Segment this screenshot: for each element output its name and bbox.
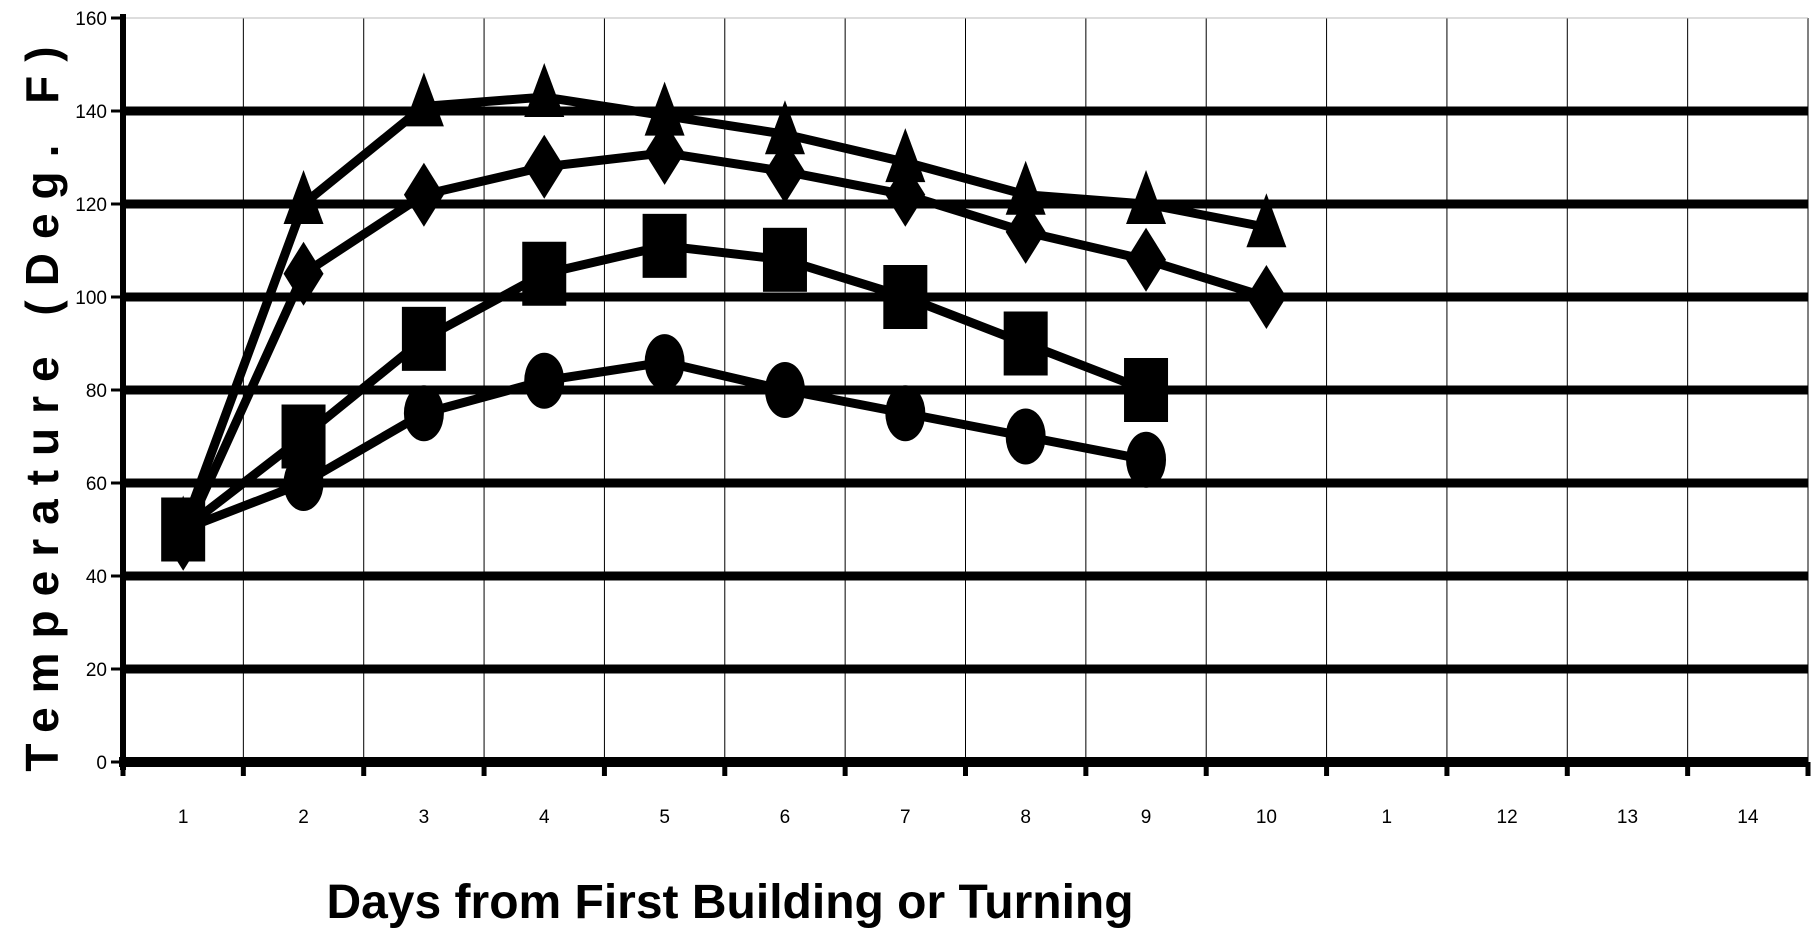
data-point-square	[883, 265, 928, 329]
data-point-circle	[644, 334, 685, 391]
data-point-square	[1003, 311, 1048, 376]
data-point-triangle	[1005, 160, 1046, 215]
data-point-square	[401, 306, 446, 371]
data-point-triangle	[1246, 193, 1287, 248]
y-tick-label: 0	[96, 753, 107, 774]
data-point-circle	[524, 352, 565, 409]
data-point-diamond	[1246, 265, 1287, 329]
gridlines	[123, 17, 1809, 762]
data-point-circle	[1126, 431, 1167, 488]
data-point-square	[522, 241, 567, 306]
data-point-triangle	[885, 128, 926, 183]
data-point-triangle	[1126, 170, 1167, 224]
y-tick-label: 60	[86, 474, 107, 495]
data-point-circle	[1005, 408, 1046, 465]
x-tick-label: 6	[780, 807, 791, 828]
data-point-triangle	[524, 63, 565, 118]
data-point-circle	[403, 385, 444, 442]
data-point-circle	[764, 362, 805, 418]
data-point-diamond	[283, 241, 324, 306]
data-point-triangle	[283, 170, 324, 224]
y-tick-label: 40	[86, 567, 107, 588]
x-axis-label: Days from First Building or Turning	[326, 876, 1133, 929]
x-tick-labels: 1 2 3 4 5 6 7 8 9 10 1 12 13 14	[178, 807, 1759, 828]
x-tick-label: 1	[178, 807, 189, 828]
data-series	[161, 63, 1287, 571]
x-tick-label: 2	[298, 807, 309, 828]
data-point-triangle	[764, 100, 805, 155]
series-line-diamond	[179, 148, 1268, 541]
x-tick-label: 1	[1381, 807, 1392, 828]
x-tick-label: 9	[1141, 807, 1152, 828]
x-tick-label: 4	[539, 807, 550, 828]
x-tick-label: 12	[1497, 807, 1518, 828]
series-square	[161, 213, 1169, 562]
y-tick-label: 140	[75, 102, 107, 123]
x-tick-label: 8	[1020, 807, 1031, 828]
data-point-diamond	[403, 162, 444, 227]
data-point-circle	[283, 455, 324, 511]
data-point-triangle	[403, 72, 444, 127]
series-circle	[163, 334, 1167, 558]
y-tick-labels: 0 20 40 60 80 100 120 140 160	[75, 9, 107, 774]
y-axis-label: Temperature (Deg. F)	[16, 32, 68, 771]
axes	[111, 14, 1811, 776]
data-point-diamond	[1126, 227, 1167, 292]
data-point-square	[1124, 358, 1169, 422]
x-tick-label: 5	[659, 807, 670, 828]
x-tick-label: 3	[419, 807, 430, 828]
x-tick-label: 13	[1617, 807, 1638, 828]
y-tick-label: 160	[75, 9, 107, 30]
data-point-diamond	[524, 134, 565, 199]
x-tick-label: 14	[1737, 807, 1759, 828]
data-point-diamond	[764, 139, 805, 204]
data-point-circle	[163, 501, 204, 558]
data-point-square	[762, 227, 807, 292]
y-tick-label: 80	[86, 381, 107, 402]
data-point-triangle	[644, 81, 685, 136]
data-point-circle	[885, 385, 926, 442]
series-line-triangle	[178, 92, 1268, 532]
y-tick-label: 100	[75, 288, 107, 309]
x-tick-label: 10	[1256, 807, 1277, 828]
data-point-square	[642, 213, 687, 278]
data-point-diamond	[885, 162, 926, 227]
data-point-diamond	[644, 120, 685, 185]
x-tick-label: 7	[900, 807, 911, 828]
data-point-diamond	[1005, 199, 1046, 264]
y-tick-label: 120	[75, 195, 107, 216]
y-tick-label: 20	[86, 660, 107, 681]
